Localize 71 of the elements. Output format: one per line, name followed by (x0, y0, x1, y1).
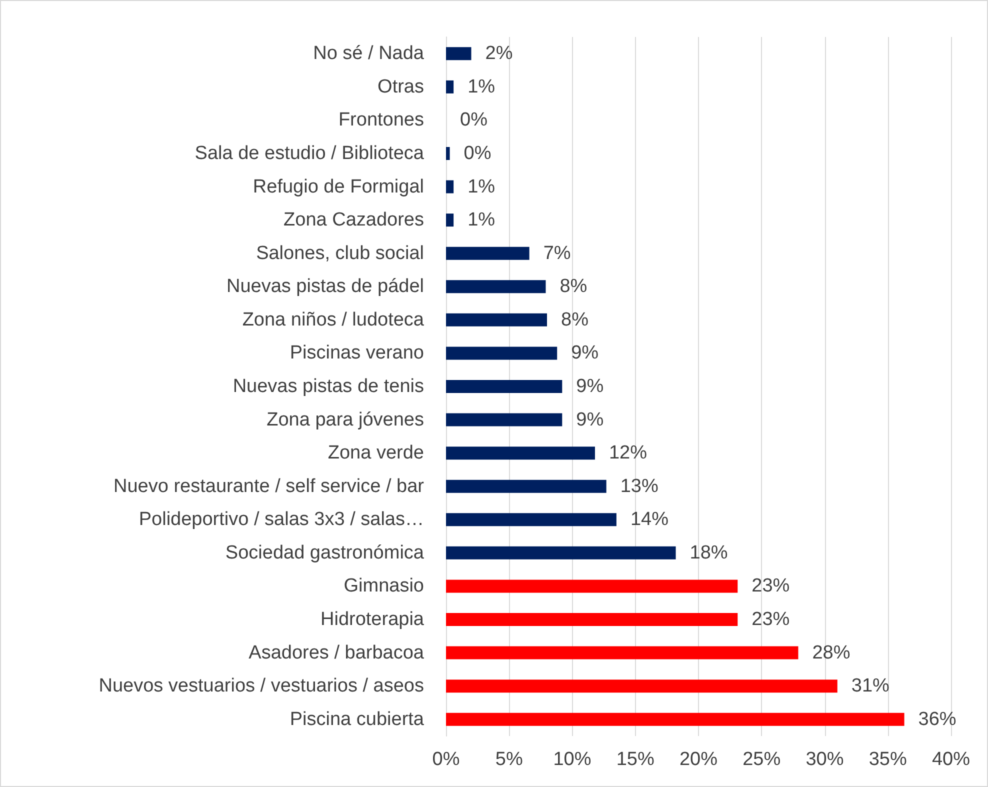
y-tick-label: Nuevos vestuarios / vestuarios / aseos (98, 676, 424, 697)
bar (446, 646, 798, 660)
data-label: 31% (851, 676, 890, 697)
y-tick-label: Nuevas pistas de tenis (232, 376, 424, 397)
data-label: 9% (576, 376, 604, 397)
data-label: 8% (561, 309, 589, 330)
y-tick-label: Zona para jóvenes (266, 409, 424, 430)
data-label: 12% (608, 442, 648, 464)
data-label: 1% (468, 210, 496, 231)
y-tick-label: Asadores / barbacoa (248, 642, 424, 664)
data-label: 23% (752, 576, 790, 597)
x-tick-label: 10% (553, 749, 592, 770)
bar (446, 380, 562, 393)
bar (446, 712, 904, 726)
y-tick-label: Zona verde (328, 442, 424, 464)
data-label: 36% (918, 708, 956, 730)
y-tick-label: Sala de estudio / Biblioteca (194, 143, 424, 164)
y-tick-label: Sociedad gastronómica (225, 542, 424, 564)
data-label: 1% (468, 176, 496, 198)
data-label: 1% (468, 76, 496, 98)
y-tick-label: Hidroterapia (320, 609, 424, 630)
bar (446, 313, 547, 326)
data-label: 0% (460, 110, 488, 131)
data-label: 14% (630, 509, 669, 530)
data-label: 8% (560, 276, 588, 298)
data-label: 0% (464, 143, 492, 164)
x-tick-label: 15% (616, 749, 654, 770)
x-tick-label: 30% (806, 749, 844, 770)
x-tick-label: 20% (679, 749, 718, 770)
x-tick-label: 5% (495, 749, 523, 770)
bar (446, 446, 595, 460)
y-tick-label: Gimnasio (344, 576, 424, 597)
y-tick-label: No sé / Nada (313, 43, 424, 64)
data-label: 13% (620, 476, 658, 497)
bar (446, 246, 530, 260)
y-tick-label: Piscina cubierta (290, 708, 424, 730)
bar (446, 80, 454, 94)
bar (446, 47, 472, 60)
bar (446, 280, 546, 294)
x-tick-label: 35% (868, 749, 907, 770)
bar (446, 346, 558, 360)
data-label: 9% (571, 342, 599, 364)
bar (446, 480, 606, 493)
x-tick-label: 40% (932, 749, 970, 770)
y-tick-label: Frontones (338, 110, 424, 131)
data-label: 23% (752, 609, 790, 630)
y-tick-label: Zona niños / ludoteca (242, 309, 424, 330)
bar (446, 180, 454, 194)
y-tick-label: Zona Cazadores (284, 210, 424, 231)
y-tick-label: Otras (378, 76, 424, 98)
y-tick-label: Polideportivo / salas 3x3 / salas… (138, 509, 424, 530)
y-tick-label: Refugio de Formigal (252, 176, 424, 198)
data-label: 18% (690, 542, 728, 564)
bar (446, 413, 562, 426)
bar (446, 513, 616, 526)
bar (446, 147, 450, 160)
bar (446, 680, 838, 693)
data-label: 2% (485, 43, 513, 64)
x-tick-label: 25% (742, 749, 781, 770)
bar (446, 580, 738, 593)
x-tick-label: 0% (432, 749, 460, 770)
y-tick-label: Nuevo restaurante / self service / bar (114, 476, 425, 497)
data-label: 28% (812, 642, 850, 664)
data-label: 9% (576, 409, 604, 430)
data-label: 7% (543, 242, 571, 264)
y-tick-label: Piscinas verano (290, 342, 424, 364)
y-tick-label: Salones, club social (256, 242, 424, 264)
bar (446, 546, 676, 560)
y-tick-label: Nuevas pistas de pádel (226, 276, 424, 298)
bar (446, 214, 454, 227)
bar (446, 613, 738, 626)
